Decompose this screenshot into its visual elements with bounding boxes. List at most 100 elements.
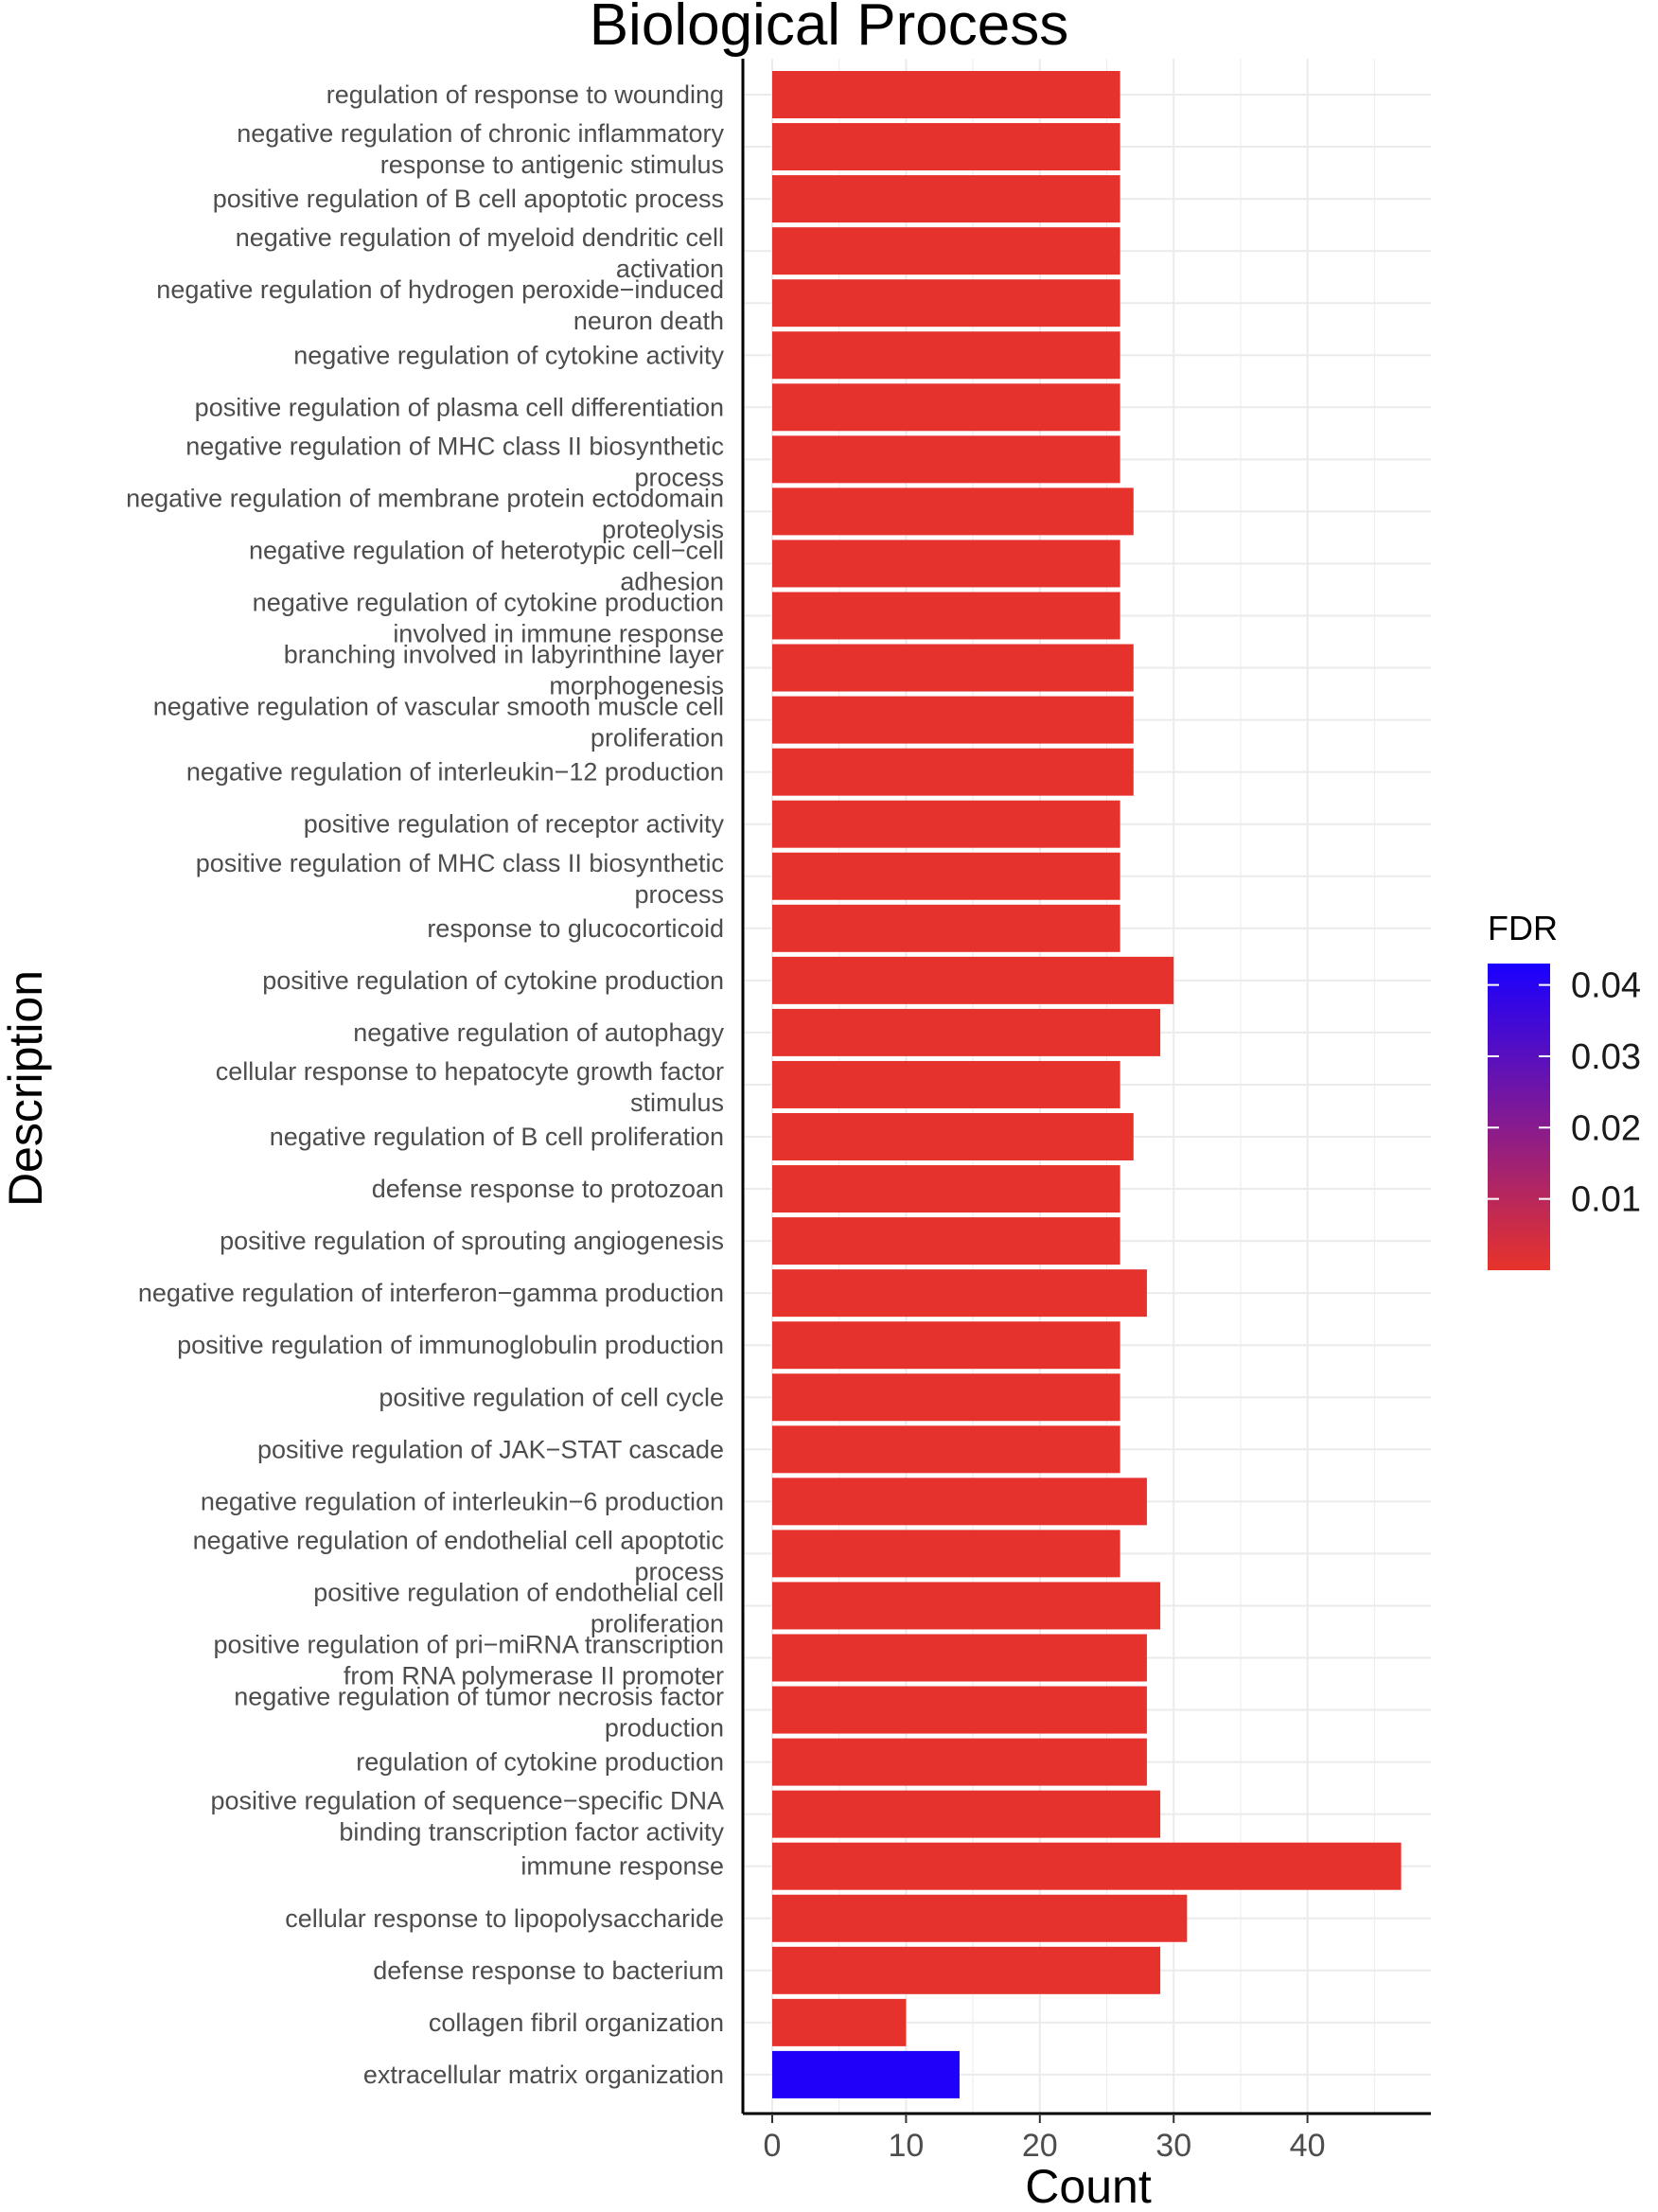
bar	[772, 1790, 1161, 1838]
bars	[772, 71, 1402, 2098]
bar	[772, 435, 1120, 484]
bar	[772, 1425, 1120, 1474]
bar	[772, 1113, 1134, 1160]
category-labels: regulation of response to wounding negati…	[126, 80, 724, 2089]
bar	[772, 2050, 960, 2098]
bar	[772, 1321, 1120, 1370]
bar	[772, 1582, 1161, 1630]
bar	[772, 1008, 1161, 1056]
x-tick-label: 20	[1022, 2128, 1058, 2164]
category-label: negative regulation of autophagy	[353, 1018, 724, 1047]
category-label: negative regulation of tumor necrosis fa…	[234, 1683, 724, 1743]
category-label: negative regulation of B cell proliferat…	[270, 1123, 724, 1151]
axes	[741, 59, 1431, 2115]
bar	[772, 1478, 1147, 1526]
x-tick-labels: 0 10 20 30 40	[764, 2114, 1326, 2164]
category-label: negative regulation of MHC class II bios…	[185, 432, 724, 491]
bar	[772, 383, 1120, 432]
bar	[772, 487, 1134, 536]
bar	[772, 331, 1120, 380]
fdr-legend: FDR 0.01 0.02 0.03 0.04	[1488, 909, 1641, 1270]
bar	[772, 1738, 1147, 1786]
bar	[772, 123, 1120, 171]
category-label: negative regulation of cytokine producti…	[253, 589, 724, 648]
bar	[772, 748, 1134, 796]
category-label: negative regulation of vascular smooth m…	[153, 693, 724, 752]
bar	[772, 1530, 1120, 1578]
category-label: positive regulation of plasma cell diffe…	[195, 393, 724, 421]
x-axis-title: Count	[1025, 2160, 1152, 2212]
category-label: negative regulation of cytokine activity	[293, 341, 724, 369]
bar	[772, 1686, 1147, 1734]
category-label: positive regulation of cytokine producti…	[262, 966, 724, 995]
x-tick-label: 0	[764, 2128, 782, 2164]
bar	[772, 1634, 1147, 1682]
x-tick-label: 40	[1290, 2128, 1326, 2164]
bar	[772, 644, 1134, 692]
category-label: positive regulation of MHC class II bios…	[196, 849, 724, 909]
y-axis-title: Description	[0, 970, 52, 1207]
legend-colorbar	[1488, 964, 1550, 1270]
bar	[772, 71, 1120, 118]
bar	[772, 1894, 1188, 1942]
category-label: extracellular matrix organization	[363, 2061, 724, 2089]
category-label: positive regulation of immunoglobulin pr…	[177, 1331, 724, 1359]
bar	[772, 175, 1120, 223]
bar	[772, 279, 1120, 327]
bar	[772, 852, 1120, 900]
bar	[772, 904, 1120, 952]
category-label: defense response to bacterium	[373, 1956, 724, 1985]
category-label: negative regulation of hydrogen peroxide…	[156, 275, 724, 335]
bar	[772, 1842, 1402, 1890]
bar	[772, 1217, 1120, 1265]
bar	[772, 1373, 1120, 1422]
bar	[772, 540, 1120, 588]
bar	[772, 227, 1120, 275]
legend-tick-label: 0.02	[1571, 1108, 1641, 1148]
legend-tick-label: 0.03	[1571, 1037, 1641, 1077]
category-label: positive regulation of receptor activity	[304, 810, 725, 839]
bar	[772, 1269, 1147, 1318]
bar	[772, 800, 1120, 848]
category-label: negative regulation of heterotypic cell−…	[249, 536, 724, 595]
chart-title: Biological Process	[590, 0, 1069, 58]
bar	[772, 1946, 1161, 1994]
bar	[772, 696, 1134, 744]
category-label: negative regulation of chronic inflammat…	[237, 119, 724, 179]
category-label: positive regulation of cell cycle	[379, 1383, 724, 1411]
category-label: positive regulation of sprouting angioge…	[220, 1227, 724, 1255]
category-label: positive regulation of B cell apoptotic …	[213, 185, 724, 213]
category-label: negative regulation of interferon−gamma …	[138, 1279, 724, 1307]
category-label: negative regulation of interleukin−6 pro…	[201, 1487, 724, 1515]
x-tick-label: 30	[1155, 2128, 1191, 2164]
x-tick-label: 10	[888, 2128, 924, 2164]
legend-title: FDR	[1488, 909, 1558, 947]
bar	[772, 1165, 1120, 1213]
category-label: positive regulation of endothelial cell p…	[313, 1578, 724, 1637]
category-label: response to glucocorticoid	[427, 914, 724, 943]
category-label: positive regulation of pri−miRNA transcr…	[214, 1631, 725, 1690]
bar	[772, 592, 1120, 640]
bar	[772, 956, 1174, 1004]
category-label: defense response to protozoan	[372, 1175, 724, 1203]
category-label: positive regulation of sequence−specific…	[210, 1787, 724, 1847]
category-label: regulation of cytokine production	[356, 1748, 724, 1777]
category-label: negative regulation of myeloid dendritic…	[236, 223, 724, 283]
category-label: branching involved in labyrinthine layer…	[284, 641, 724, 700]
bar	[772, 1998, 907, 2046]
category-label: regulation of response to wounding	[326, 80, 724, 109]
category-label: positive regulation of JAK−STAT cascade	[257, 1435, 724, 1463]
category-label: cellular response to hepatocyte growth f…	[216, 1057, 724, 1117]
category-label: collagen fibril organization	[429, 2008, 724, 2037]
legend-tick-label: 0.01	[1571, 1180, 1641, 1220]
category-label: negative regulation of interleukin−12 pr…	[186, 758, 724, 787]
category-label: cellular response to lipopolysaccharide	[285, 1904, 724, 1933]
category-label: negative regulation of membrane protein …	[126, 484, 724, 543]
bar	[772, 1060, 1120, 1108]
category-label: negative regulation of endothelial cell …	[193, 1526, 724, 1585]
legend-tick-label: 0.04	[1571, 966, 1641, 1006]
category-label: immune response	[520, 1852, 724, 1881]
legend-ticks: 0.01 0.02 0.03 0.04	[1488, 966, 1641, 1220]
